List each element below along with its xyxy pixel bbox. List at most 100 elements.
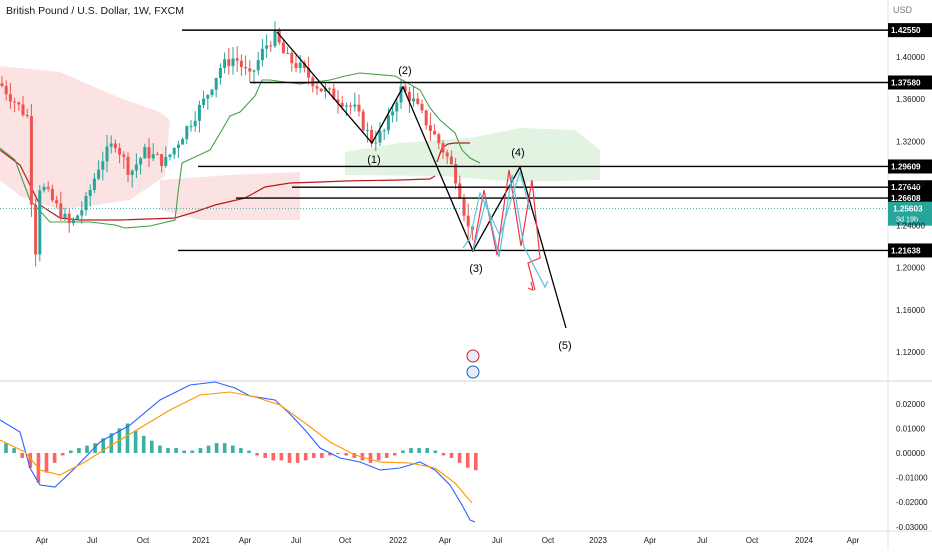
projection-path-red bbox=[472, 169, 541, 291]
macd-histogram-bar bbox=[222, 443, 227, 453]
candle-body bbox=[332, 88, 336, 100]
candle-body bbox=[109, 143, 113, 147]
candle-body bbox=[139, 158, 143, 165]
candle-body bbox=[454, 164, 458, 184]
candle-body bbox=[25, 114, 29, 117]
level-price-label: 1.27640 bbox=[891, 183, 921, 192]
candle-body bbox=[4, 85, 8, 95]
signal-line bbox=[0, 391, 473, 504]
macd-histogram-bar bbox=[474, 453, 478, 471]
macd-histogram-bar bbox=[206, 445, 211, 453]
candle-body bbox=[374, 142, 378, 144]
candle-body bbox=[151, 154, 155, 159]
candle-body bbox=[231, 58, 235, 67]
candle-body bbox=[281, 42, 285, 54]
candle-body bbox=[17, 102, 21, 105]
macd-histogram-bar bbox=[166, 448, 170, 453]
macd-histogram-bar bbox=[198, 448, 203, 453]
candle-body bbox=[97, 169, 101, 179]
candle-body bbox=[80, 210, 84, 216]
price-tick-label: 1.24000 bbox=[896, 222, 925, 231]
macd-histogram-bar bbox=[295, 453, 300, 463]
macd-histogram-bar bbox=[60, 453, 65, 456]
macd-histogram-bar bbox=[376, 453, 381, 461]
macd-histogram-bar bbox=[433, 450, 438, 453]
macd-histogram-bar bbox=[328, 453, 332, 456]
candle-body bbox=[302, 62, 306, 68]
level-price-tag bbox=[888, 159, 932, 174]
candle-body bbox=[76, 215, 80, 219]
candle-body bbox=[382, 130, 386, 132]
macd-tick-label: 0.01000 bbox=[896, 424, 925, 433]
candle-body bbox=[29, 116, 33, 205]
macd-histogram-bar bbox=[263, 453, 267, 458]
candle-body bbox=[361, 111, 365, 131]
candle-body bbox=[88, 189, 92, 196]
time-tick-label: Apr bbox=[847, 536, 860, 545]
candle-body bbox=[344, 105, 348, 107]
macd-histogram-bar bbox=[52, 453, 57, 463]
chart-title: British Pound / U.S. Dollar, 1W, FXCM bbox=[6, 5, 184, 17]
candle-body bbox=[449, 156, 453, 165]
time-tick-label: 2021 bbox=[192, 536, 210, 545]
candle-body bbox=[328, 88, 332, 90]
price-tick-label: 1.16000 bbox=[896, 306, 925, 315]
candle-body bbox=[365, 129, 369, 131]
candle-body bbox=[391, 111, 395, 116]
candle-body bbox=[13, 101, 17, 103]
time-tick-label: Oct bbox=[542, 536, 555, 545]
macd-histogram-bar bbox=[303, 453, 308, 461]
candle-body bbox=[197, 104, 201, 121]
candle-body bbox=[416, 98, 420, 104]
candle-body bbox=[378, 131, 382, 143]
level-price-label: 1.37580 bbox=[891, 78, 921, 87]
candle-body bbox=[395, 102, 399, 112]
macd-histogram-bar bbox=[279, 453, 284, 461]
candle-body bbox=[323, 88, 327, 92]
level-price-tag bbox=[888, 191, 932, 206]
candle-body bbox=[42, 186, 46, 191]
candle-body bbox=[160, 154, 164, 166]
candle-body bbox=[462, 197, 466, 216]
candle-body bbox=[206, 95, 210, 99]
candle-body bbox=[412, 98, 416, 102]
macd-histogram-bar bbox=[231, 445, 235, 453]
time-tick-label: Apr bbox=[644, 536, 657, 545]
macd-histogram-bar bbox=[109, 433, 114, 453]
macd-histogram-bar bbox=[344, 453, 348, 456]
candle-body bbox=[349, 105, 353, 107]
macd-histogram-bar bbox=[287, 453, 292, 463]
macd-histogram-bar bbox=[158, 445, 162, 453]
macd-histogram-bar bbox=[239, 448, 243, 453]
macd-histogram-bar bbox=[409, 448, 413, 453]
macd-histogram-bar bbox=[425, 448, 429, 453]
macd-histogram-bar bbox=[125, 423, 130, 453]
macd-histogram-bar bbox=[384, 453, 389, 458]
candle-body bbox=[218, 68, 222, 79]
macd-histogram-bar bbox=[214, 443, 219, 453]
macd-tick-label: -0.02000 bbox=[896, 498, 928, 507]
candle-body bbox=[147, 147, 151, 159]
uk-flag-icon bbox=[466, 349, 480, 363]
candle-body bbox=[71, 218, 75, 224]
time-tick-label: Jul bbox=[291, 536, 301, 545]
time-tick-label: 2023 bbox=[589, 536, 607, 545]
price-tick-label: 1.32000 bbox=[896, 137, 925, 146]
level-price-tag bbox=[888, 243, 932, 258]
price-tick-label: 1.20000 bbox=[896, 264, 925, 273]
time-tick-label: Oct bbox=[137, 536, 150, 545]
candle-body bbox=[420, 103, 424, 111]
candle-body bbox=[386, 115, 390, 131]
macd-tick-label: 0.02000 bbox=[896, 400, 925, 409]
candle-body bbox=[433, 130, 437, 135]
candle-body bbox=[63, 213, 67, 218]
macd-histogram-bar bbox=[44, 453, 49, 473]
macd-histogram-bar bbox=[141, 435, 146, 453]
candle-body bbox=[84, 195, 88, 211]
candle-body bbox=[256, 60, 260, 71]
macd-histogram-bar bbox=[150, 440, 154, 453]
candle-body bbox=[143, 147, 147, 159]
macd-histogram-bar bbox=[441, 453, 446, 456]
